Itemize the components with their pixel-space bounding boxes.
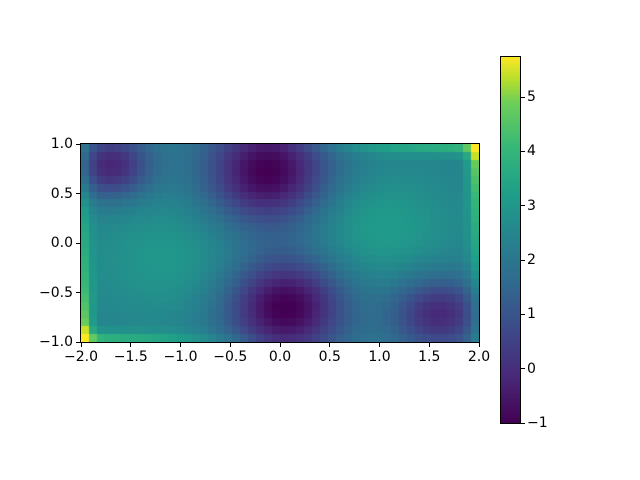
plot-area xyxy=(80,143,480,343)
colorbar-tick-label: 0 xyxy=(527,360,536,377)
colorbar-tick-mark xyxy=(521,150,525,152)
x-tick-mark xyxy=(180,343,181,347)
x-tick-mark xyxy=(379,343,380,347)
colorbar xyxy=(500,56,521,424)
y-tick-mark xyxy=(76,292,80,293)
x-tick-mark xyxy=(80,343,82,347)
heatmap-image xyxy=(81,144,479,342)
x-tick-label: −1.5 xyxy=(113,349,148,365)
colorbar-tick-mark xyxy=(521,205,525,207)
colorbar-tick-label: −1 xyxy=(527,415,548,431)
y-tick-label: 0.0 xyxy=(50,235,73,251)
x-tick-label: 1.0 xyxy=(368,349,391,365)
x-tick-mark xyxy=(130,343,132,347)
y-tick-label: 0.5 xyxy=(50,185,73,202)
colorbar-tick-label: 2 xyxy=(527,252,536,269)
y-tick-label: −0.5 xyxy=(39,284,73,301)
x-tick-label: −0.5 xyxy=(213,349,248,365)
colorbar-tick-mark xyxy=(521,313,525,315)
x-tick-label: 2.0 xyxy=(467,349,491,365)
y-tick-mark xyxy=(76,193,80,194)
x-tick-label: −2.0 xyxy=(64,349,98,365)
colorbar-tick-label: 3 xyxy=(527,197,536,214)
colorbar-tick-label: 5 xyxy=(527,89,536,106)
x-tick-mark xyxy=(279,343,281,347)
x-tick-label: 0.5 xyxy=(318,349,341,365)
x-tick-mark xyxy=(229,343,231,347)
x-tick-mark xyxy=(428,343,430,347)
x-tick-label: 0.0 xyxy=(268,349,292,365)
colorbar-tick-mark xyxy=(521,422,525,424)
y-tick-mark xyxy=(76,341,80,343)
x-tick-label: −1.0 xyxy=(163,349,198,365)
x-tick-mark xyxy=(329,343,331,347)
colorbar-tick-mark xyxy=(521,96,525,98)
y-tick-label: −1.0 xyxy=(39,334,73,350)
x-tick-mark xyxy=(478,343,480,347)
colorbar-gradient xyxy=(501,57,520,423)
colorbar-tick-label: 4 xyxy=(527,143,536,160)
y-tick-mark xyxy=(76,143,80,145)
y-tick-label: 1.0 xyxy=(50,136,73,152)
colorbar-tick-mark xyxy=(521,368,525,370)
x-tick-label: 1.5 xyxy=(418,349,441,365)
colorbar-tick-mark xyxy=(521,259,525,261)
colorbar-tick-label: 1 xyxy=(527,306,536,323)
y-tick-mark xyxy=(76,242,80,244)
